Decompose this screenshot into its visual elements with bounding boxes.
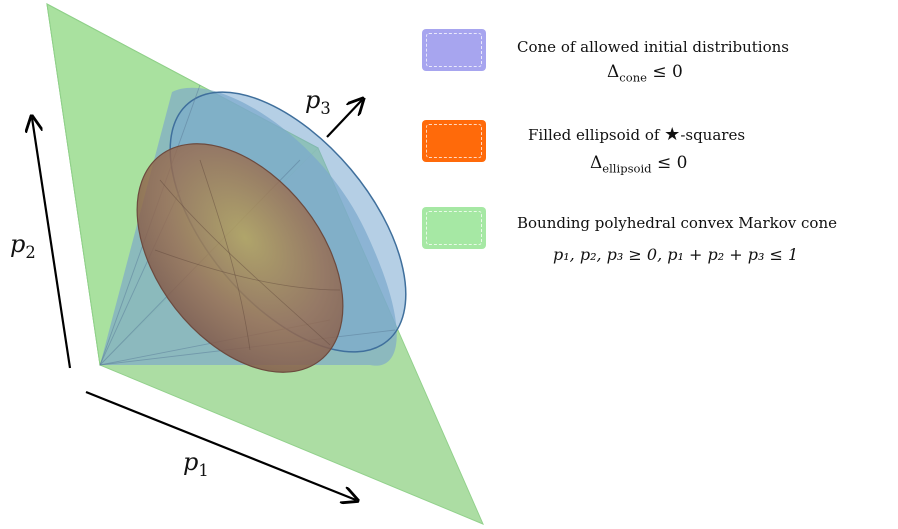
p2-axis-arrow (32, 118, 72, 369)
legend-swatch-markov-cone (422, 207, 486, 249)
star-icon: ★ (664, 124, 681, 145)
legend-swatch-cone (422, 29, 486, 71)
p3-axis-arrow (326, 100, 362, 138)
legend-formula-ellipsoid: Δellipsoid ≤ 0 (590, 153, 688, 176)
legend-label-ellipsoid: Filled ellipsoid of ★-squares (528, 124, 746, 145)
star-squares-ellipsoid (136, 143, 344, 373)
legend-formula-cone: Δcone ≤ 0 (607, 62, 683, 85)
p2-axis-label: p2 (10, 230, 36, 262)
legend-label-cone: Cone of allowed initial distributions (517, 38, 789, 56)
legend-formula-markov-cone: p₁, p₂, p₃ ≥ 0, p₁ + p₂ + p₃ ≤ 1 (553, 245, 799, 264)
p1-axis-arrow (85, 390, 356, 500)
legend-swatch-ellipsoid (422, 120, 486, 162)
p3-axis-label: p3 (305, 86, 331, 118)
p1-axis-label: p1 (183, 448, 209, 480)
ellipsoid-mesh-lines (154, 159, 341, 351)
legend-label-markov-cone: Bounding polyhedral convex Markov cone (517, 214, 838, 232)
